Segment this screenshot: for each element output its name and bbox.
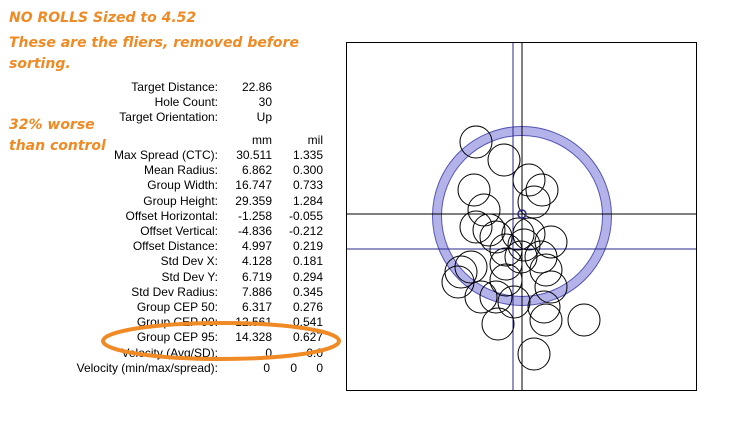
- stat-mm-value: 6.862: [241, 163, 272, 178]
- stat-mm-value: 29.359: [235, 193, 272, 208]
- target-info-row: Target Distance: 22.86: [0, 80, 330, 95]
- stat-mil-value: 0.300: [292, 163, 323, 178]
- stat-mil-value: 1.284: [292, 193, 323, 208]
- velocity-min: 0: [263, 361, 270, 375]
- bullet-hole: [517, 185, 551, 219]
- stat-label: Mean Radius:: [143, 163, 218, 178]
- bullet-hole: [501, 217, 535, 251]
- stat-mil-value: 0.181: [292, 254, 323, 269]
- stat-mm-value: 14.328: [235, 330, 272, 345]
- highlight-ellipse: [101, 321, 341, 361]
- velocity-spread: 0: [316, 361, 323, 375]
- stat-label: Offset Vertical:: [140, 224, 218, 238]
- bullet-hole: [459, 210, 493, 244]
- bullet-hole: [481, 307, 515, 341]
- stat-mm-value: 7.886: [241, 284, 272, 299]
- stat-mil-value: 0.733: [292, 178, 323, 193]
- stat-row: Std Dev Radius: 7.886 0.345: [0, 285, 330, 300]
- bullet-hole: [489, 247, 523, 281]
- target-info-row: Hole Count: 30: [0, 95, 330, 110]
- center-marker: [517, 209, 527, 219]
- stat-mm-value: -1.258: [237, 208, 272, 223]
- stat-row: Offset Horizontal: -1.258 -0.055: [0, 209, 330, 224]
- stat-mm-value: 6.719: [241, 269, 272, 284]
- stat-row: Offset Distance: 4.997 0.219: [0, 239, 330, 254]
- bullet-hole: [472, 213, 506, 247]
- bullet-hole: [441, 265, 475, 299]
- stat-mm-value: 0: [265, 345, 272, 360]
- bullet-hole: [459, 125, 493, 159]
- bullet-hole: [507, 228, 541, 262]
- bullet-hole: [527, 290, 561, 324]
- stat-row: Std Dev Y: 6.719 0.294: [0, 270, 330, 285]
- stat-row: Group CEP 95: 14.328 0.627: [0, 330, 330, 345]
- bullet-hole: [479, 220, 513, 254]
- stat-mm-value: Up: [256, 110, 272, 124]
- velocity-max: 0: [290, 361, 297, 375]
- stat-label: Std Dev Radius:: [131, 284, 218, 299]
- stat-mm-value: mm: [252, 133, 272, 147]
- bullet-hole: [487, 143, 521, 177]
- stat-mm-value: -4.836: [237, 224, 272, 238]
- fliers-note: These are the fliers, removed before sor…: [9, 35, 299, 72]
- stat-row: Group CEP 50: 6.317 0.276: [0, 300, 330, 315]
- stat-label: Max Spread (CTC):: [113, 148, 218, 162]
- stat-mil-value: 0.219: [292, 239, 323, 254]
- stat-mil-value: 0.627: [292, 330, 323, 345]
- stat-mil-value: -0.212: [288, 224, 323, 238]
- stat-mm-value: 4.997: [241, 239, 272, 254]
- title-note: NO ROLLS Sized to 4.52: [9, 10, 197, 26]
- stat-mil-value: 1.335: [292, 148, 323, 162]
- bullet-hole: [464, 280, 498, 314]
- stat-row: Max Spread (CTC): 30.511 1.335: [0, 148, 330, 163]
- bullet-hole: [534, 270, 568, 304]
- bullet-hole: [529, 253, 563, 287]
- stat-mil-value: 0.276: [292, 300, 323, 314]
- stat-label: Std Dev Y:: [161, 269, 218, 284]
- stat-mil-value: 0.294: [292, 269, 323, 284]
- stat-label: Group Width:: [147, 178, 218, 193]
- stat-label: Offset Distance:: [132, 239, 218, 254]
- stat-label: Offset Horizontal:: [125, 208, 218, 223]
- bullet-hole: [525, 173, 559, 207]
- stat-label: Target Orientation:: [119, 110, 218, 124]
- stat-mil-value: -0.055: [288, 208, 323, 223]
- bullet-hole: [567, 303, 601, 337]
- bullet-hole: [512, 163, 546, 197]
- stat-label: Velocity (min/max/spread):: [76, 361, 218, 375]
- target-plot: [346, 42, 697, 391]
- bullet-hole: [479, 280, 513, 314]
- stat-row: Group Width: 16.747 0.733: [0, 178, 330, 193]
- velocity-spread-row: Velocity (min/max/spread): 0 0 0: [0, 361, 330, 376]
- stat-mm-value: 22.86: [241, 80, 272, 94]
- bullet-hole: [489, 263, 523, 297]
- stat-row: Offset Vertical: -4.836 -0.212: [0, 224, 330, 239]
- stat-row: Mean Radius: 6.862 0.300: [0, 163, 330, 178]
- bullet-hole: [534, 225, 568, 259]
- stat-row: Std Dev X: 4.128 0.181: [0, 254, 330, 269]
- bullet-hole: [457, 173, 491, 207]
- stat-label: Target Distance:: [131, 80, 218, 94]
- stat-label: Group CEP 95:: [136, 330, 218, 345]
- comparison-note: 32% worse than control: [9, 117, 106, 154]
- stat-label: Group CEP 50:: [136, 300, 218, 314]
- stat-mil-value: 0.345: [292, 284, 323, 299]
- stat-mm-value: 30: [258, 95, 272, 109]
- stat-mm-value: 4.128: [241, 254, 272, 269]
- stat-mm-value: 16.747: [235, 178, 272, 193]
- stat-label: Group Height:: [143, 193, 218, 208]
- stat-mm-value: 6.317: [241, 300, 272, 314]
- target-info-row: Target Orientation: Up: [0, 110, 330, 125]
- stat-mil-value: mil: [307, 133, 323, 147]
- bullet-hole: [454, 250, 488, 284]
- bullet-hole: [497, 285, 531, 319]
- stat-label: Hole Count:: [154, 95, 218, 109]
- stat-row: Group Height: 29.359 1.284: [0, 194, 330, 209]
- bullet-hole: [529, 303, 563, 337]
- units-header: mm mil: [0, 133, 330, 148]
- stat-mm-value: 30.511: [236, 148, 272, 162]
- stat-label: Std Dev X:: [160, 254, 218, 269]
- bullet-hole: [517, 337, 551, 371]
